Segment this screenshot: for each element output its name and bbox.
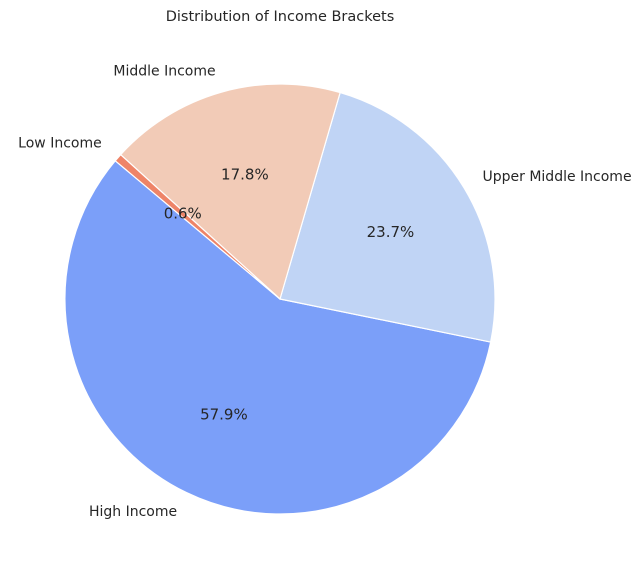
- slice-label-high-income: High Income: [89, 504, 177, 520]
- slice-label-low-income: Low Income: [18, 136, 102, 152]
- slice-label-middle-income: Middle Income: [113, 63, 215, 79]
- pie-slice-high-income: [64, 160, 492, 515]
- pct-label-middle-income: 17.8%: [221, 165, 269, 183]
- pie-slice-upper-middle-income: [279, 91, 496, 343]
- pie-labels: High Income 57.9% Upper Middle Income 23.7%…: [18, 63, 631, 520]
- pct-label-high-income: 57.9%: [200, 406, 248, 424]
- slice-label-upper-middle-income: Upper Middle Income: [483, 169, 632, 185]
- pie-slice-low-income: [114, 154, 281, 300]
- pct-label-low-income: 0.6%: [164, 205, 202, 223]
- pct-label-upper-middle-income: 23.7%: [367, 223, 415, 241]
- pie-slice-middle-income: [120, 83, 341, 300]
- chart-title: Distribution of Income Brackets: [166, 9, 395, 25]
- pie-slices: [64, 83, 496, 515]
